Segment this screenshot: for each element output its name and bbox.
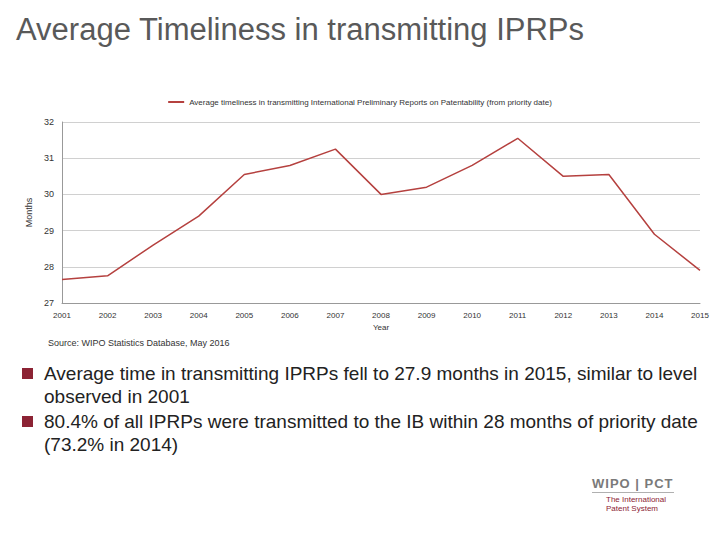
svg-text:2002: 2002 — [99, 311, 117, 320]
svg-text:30: 30 — [44, 189, 54, 199]
svg-text:2010: 2010 — [463, 311, 481, 320]
html-text:Source: WIPO Statistics Databa: Source: WIPO Statistics Database, May 20… — [48, 338, 230, 348]
svg-text:2009: 2009 — [418, 311, 436, 320]
svg-text:28: 28 — [44, 262, 54, 272]
html-text:Average Timeliness in transmit: Average Timeliness in transmitting IPRPs — [16, 12, 584, 47]
svg-text:2011: 2011 — [509, 311, 527, 320]
svg-text:32: 32 — [44, 117, 54, 127]
svg-text:2015: 2015 — [691, 311, 709, 320]
svg-text:29: 29 — [44, 226, 54, 236]
svg-text:Months: Months — [24, 197, 34, 227]
svg-text:2006: 2006 — [281, 311, 299, 320]
html-text:WIPO | PCT: WIPO | PCT — [592, 476, 674, 491]
html-text:80.4% of all IPRPs were transm: 80.4% of all IPRPs were transmitted to t… — [44, 411, 698, 455]
svg-text:2003: 2003 — [144, 311, 162, 320]
html-text:Patent System: Patent System — [606, 504, 658, 513]
svg-text:27: 27 — [44, 298, 54, 308]
svg-text:2012: 2012 — [554, 311, 572, 320]
html-text:Average time in transmitting I: Average time in transmitting IPRPs fell … — [44, 363, 698, 407]
svg-text:2001: 2001 — [53, 311, 71, 320]
html-text:The International: The International — [606, 495, 666, 504]
svg-text:2008: 2008 — [372, 311, 390, 320]
svg-text:2005: 2005 — [235, 311, 253, 320]
svg-text:Average timeliness in transmit: Average timeliness in transmitting Inter… — [189, 98, 552, 107]
svg-text:2013: 2013 — [600, 311, 618, 320]
svg-text:31: 31 — [44, 153, 54, 163]
svg-text:2007: 2007 — [327, 311, 345, 320]
svg-text:Year: Year — [373, 323, 390, 332]
svg-text:2004: 2004 — [190, 311, 208, 320]
svg-text:2014: 2014 — [646, 311, 664, 320]
